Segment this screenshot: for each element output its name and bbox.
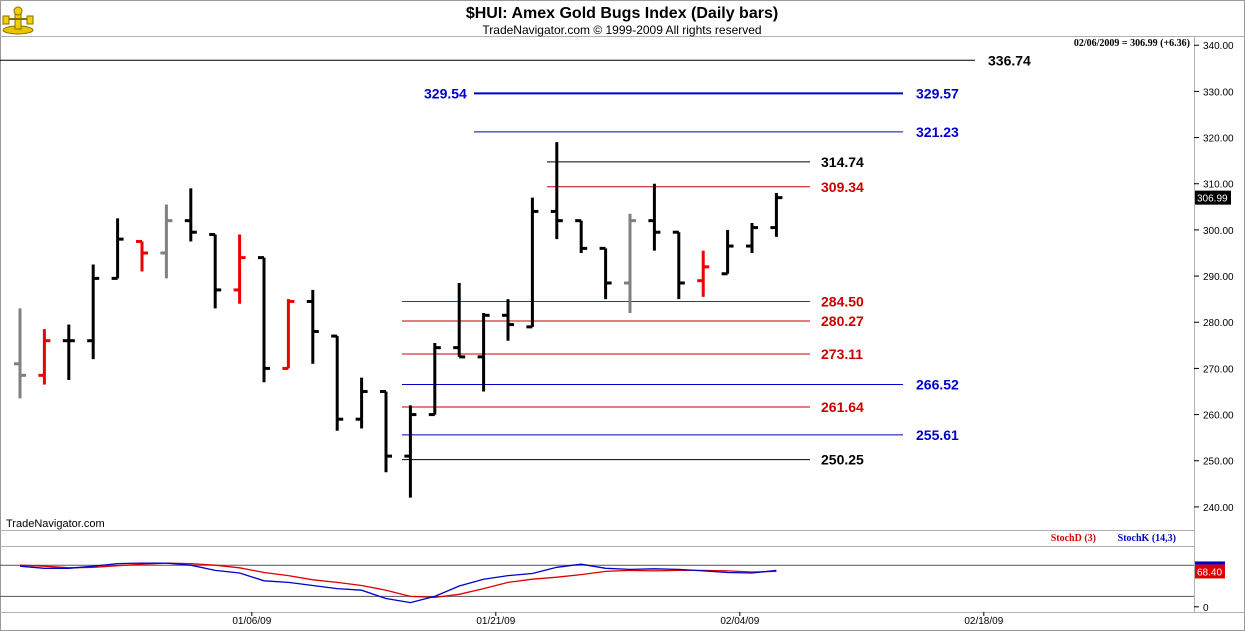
level-label: 250.25 [821,452,864,468]
ohlc-bar [502,299,514,341]
last-price-marker: 306.99 [1195,190,1231,205]
level-label: 314.74 [821,154,864,170]
price-tick-label: 340.00 [1203,41,1234,52]
ohlc-bar [599,246,612,300]
level-label-left: 329.54 [424,85,467,101]
trader-figure-icon [2,6,34,35]
date-tick-label: 01/21/09 [476,616,515,627]
ohlc-bar [136,239,148,272]
ohlc-bar [721,229,734,276]
price-bars [14,142,783,498]
price-tick-label: 250.00 [1203,457,1234,468]
support-resistance-levels: 336.74 329.57 329.54 321.23 314.74 309.34 284.… [0,52,1031,468]
level-label: 284.50 [821,293,864,309]
ohlc-bar [111,218,124,280]
price-tick-label: 290.00 [1203,272,1234,283]
ohlc-bar [258,256,270,383]
stochd-legend: StochD (3) [1051,533,1096,544]
price-tick-label: 240.00 [1203,503,1234,514]
date-tick-label: 02/18/09 [964,616,1003,627]
stochk-legend: StochK (14,3) [1118,533,1176,544]
ohlc-bar [38,329,51,385]
level-label: 255.61 [916,427,959,443]
ohlc-bar [233,234,246,304]
ohlc-bar [477,313,490,392]
ohlc-bar [160,204,173,279]
last-price-label: 306.99 [1197,194,1228,205]
ohlc-bar [575,219,588,253]
chart-title: $HUI: Amex Gold Bugs Index (Daily bars) [466,5,778,22]
watermark-text: TradeNavigator.com [6,518,105,530]
price-tick-label: 260.00 [1203,411,1234,422]
ohlc-bar [526,197,539,329]
stochastic-series-line [19,562,777,599]
ohlc-bar [209,233,222,309]
level-label: 266.52 [916,376,959,392]
price-tick-label: 310.00 [1203,180,1234,191]
ohlc-bar [355,377,368,429]
price-axis-panel [1194,36,1244,630]
chart-subtitle: TradeNavigator.com © 1999-2009 All right… [482,23,761,37]
price-tick-label: 270.00 [1203,364,1234,375]
stochastic-tick-label: 0 [1203,603,1209,614]
stochastic-last-box [1195,564,1225,579]
level-label: 280.27 [821,313,864,329]
level-label: 309.34 [821,179,864,195]
ohlc-bar [404,405,417,498]
date-tick-label: 01/06/09 [232,616,271,627]
stochastic-last-label: 68.40 [1197,567,1222,578]
ohlc-bar [648,183,661,251]
ohlc-bar [697,250,710,297]
ohlc-bar [87,264,100,360]
ohlc-bar [550,142,563,240]
ohlc-bar [428,343,441,417]
price-tick-label: 320.00 [1203,134,1234,145]
price-tick-label: 330.00 [1203,87,1234,98]
stochastic-last-strip [1195,561,1225,565]
level-label: 321.23 [916,124,959,140]
ohlc-bar [184,188,197,242]
ohlc-bar [624,213,636,314]
stochastic-lines [19,562,777,604]
stochastic-series-line [19,562,777,604]
status-readout: 02/06/2009 = 306.99 (+6.36) [1074,38,1190,49]
level-label: 261.64 [821,399,864,415]
last-price-box [1195,190,1231,205]
ohlc-bar [282,299,295,370]
ohlc-bar [380,389,392,473]
price-tick-label: 300.00 [1203,226,1234,237]
ohlc-bar [14,308,26,399]
ohlc-bar [306,289,319,364]
ohlc-bar [672,230,685,300]
level-label: 329.57 [916,85,959,101]
stochastic-last-marker: 68.40 [1195,561,1225,579]
ohlc-bar [62,324,75,380]
level-label: 273.11 [821,346,863,362]
level-label: 336.74 [988,52,1031,68]
ohlc-bar [770,192,783,237]
ohlc-bar [453,283,466,359]
date-axis: 01/06/09 01/21/09 02/04/09 02/18/09 [232,612,1004,627]
ohlc-bar [331,334,344,431]
ohlc-bar [746,222,758,253]
price-axis: 240.00 250.00 260.00 270.00 280.00 290.00 300.… [1194,41,1234,514]
date-tick-label: 02/04/09 [720,616,759,627]
price-tick-label: 280.00 [1203,318,1234,329]
stochastic-axis: 0 [0,564,1209,614]
